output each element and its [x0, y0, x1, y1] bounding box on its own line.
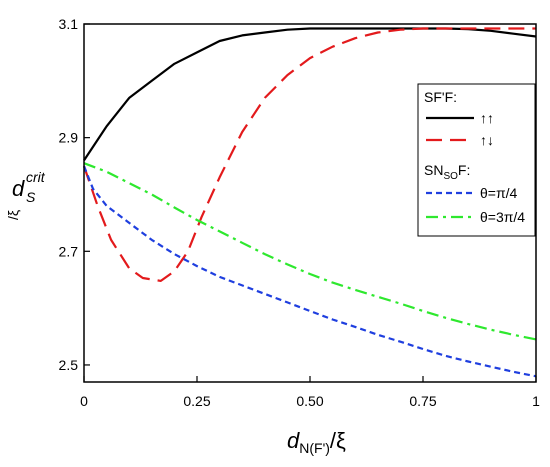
y-tick-label: 2.7	[59, 243, 79, 259]
legend-label-3: θ=3π/4	[480, 209, 525, 225]
series-line-1	[82, 27, 536, 282]
x-tick-label: 0.25	[183, 393, 210, 409]
x-tick-label: 1	[532, 393, 540, 409]
y-tick-label: 2.9	[59, 130, 79, 146]
x-title-sub: N(F')	[299, 440, 330, 456]
legend-entries: ↑↑ ↑↓ θ=π/4 θ=3π/4	[426, 110, 525, 225]
x-tick-label: 0.50	[296, 393, 323, 409]
legend-box	[417, 83, 536, 237]
x-tick-label: 0	[80, 393, 88, 409]
x-axis-title: dN(F')/ξ	[287, 428, 346, 456]
legend: SF'F: SNSOF: ↑↑ ↑↓ θ=π/4 θ=3π/4	[417, 83, 536, 237]
legend-label-1: ↑↓	[480, 132, 494, 148]
x-title-tail: /ξ	[330, 428, 346, 453]
y-tick-label: 2.5	[59, 357, 79, 373]
y-axis-title: d crit S /ξ	[5, 169, 46, 220]
axes-layer: 0 0.25 0.50 0.75 1 2.5 2.7 2.9 3.1	[59, 16, 541, 409]
series-line-2	[82, 165, 537, 378]
legend-heading-snsof: SNSOF:	[424, 162, 470, 182]
legend-heading-sff-main: SF'F:	[424, 89, 457, 105]
series-layer	[82, 27, 537, 378]
y-title-main: d	[12, 176, 25, 201]
series-line-3	[83, 162, 537, 341]
legend-label-2: θ=π/4	[480, 185, 518, 201]
legend-heading-snsof-main: SN	[424, 162, 443, 178]
legend-heading-sff: SF'F:	[424, 89, 457, 105]
legend-label-0: ↑↑	[480, 110, 494, 126]
y-title-tail: /ξ	[5, 210, 21, 220]
x-title-main: d	[287, 428, 300, 453]
y-title-sup: crit	[26, 169, 46, 185]
y-title-sub: S	[26, 189, 36, 205]
y-tick-label: 3.1	[59, 16, 79, 32]
x-tick-label: 0.75	[409, 393, 436, 409]
legend-heading-snsof-sub: SO	[443, 171, 458, 182]
legend-heading-snsof-tail: F:	[458, 162, 470, 178]
